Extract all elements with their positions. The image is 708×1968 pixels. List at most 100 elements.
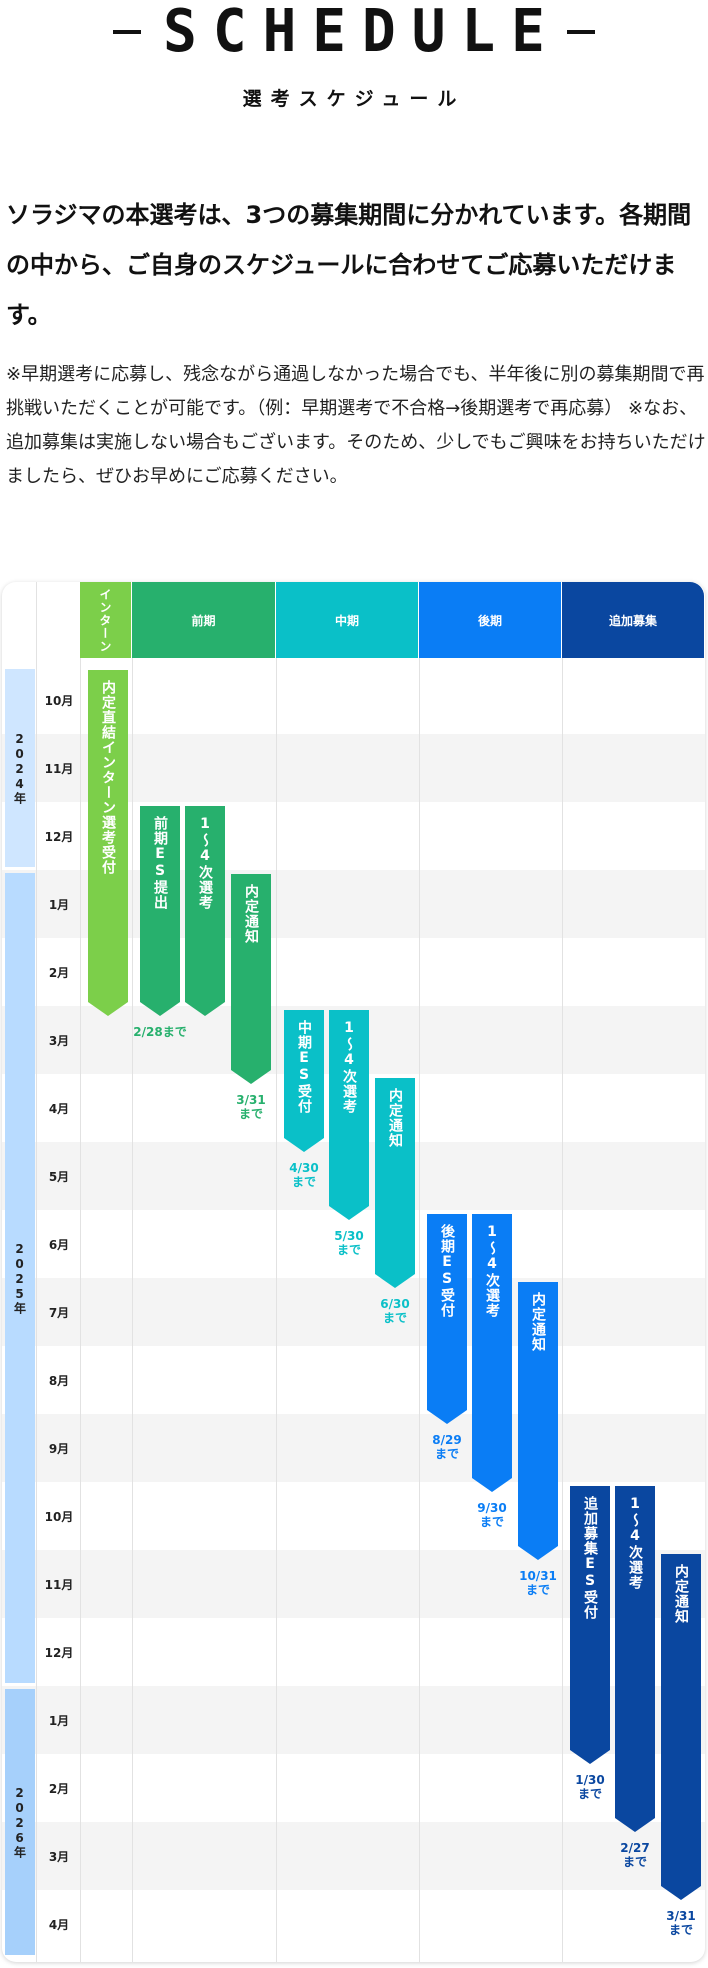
grid-row bbox=[2, 1346, 705, 1414]
month-label: 8月 bbox=[48, 1373, 70, 1388]
column-header-label: インターン bbox=[98, 587, 112, 653]
schedule-bar-body bbox=[231, 874, 271, 1070]
schedule-subtitle: 選考スケジュール bbox=[242, 88, 466, 110]
schedule-bar-label-text: 1〜4次選考 bbox=[627, 1496, 643, 1590]
grid-row bbox=[2, 1278, 705, 1346]
deadline-label: 4/30 まで bbox=[289, 1161, 319, 1189]
month-label: 3月 bbox=[48, 1033, 70, 1048]
schedule-bar: 内定通知 bbox=[661, 1554, 701, 1900]
schedule-bar-body bbox=[88, 670, 128, 1002]
month-label: 3月 bbox=[48, 1849, 70, 1864]
schedule-bar-body bbox=[661, 1554, 701, 1886]
month-label: 4月 bbox=[48, 1917, 70, 1932]
schedule-bar-label: 内定通知 bbox=[518, 1292, 558, 1352]
schedule-bar: 1〜4次選考 bbox=[185, 806, 225, 1016]
schedule-bar-label-text: 後期ES受付 bbox=[439, 1224, 455, 1318]
schedule-bar-label-text: 前期ES提出 bbox=[152, 816, 168, 910]
year-label: 2024年 bbox=[5, 669, 35, 867]
grid-separator bbox=[419, 582, 420, 1962]
schedule-bar-arrow bbox=[140, 1002, 180, 1016]
deadline-label: 2/28まで bbox=[133, 1025, 187, 1039]
grid-row bbox=[2, 1822, 705, 1890]
schedule-bar-label: 1〜4次選考 bbox=[472, 1224, 512, 1318]
schedule-bar-body bbox=[284, 1010, 324, 1138]
month-label: 2月 bbox=[48, 1781, 70, 1796]
month-label: 7月 bbox=[48, 1305, 70, 1320]
schedule-bar-arrow bbox=[88, 1002, 128, 1016]
grid-row bbox=[2, 1890, 705, 1958]
column-header: 追加募集 bbox=[562, 582, 704, 658]
schedule-bar-label: 後期ES受付 bbox=[427, 1224, 467, 1318]
schedule-bar-arrow bbox=[284, 1138, 324, 1152]
year-label: 2026年 bbox=[5, 1689, 35, 1955]
schedule-bar-arrow bbox=[427, 1410, 467, 1424]
left-dash bbox=[113, 30, 142, 34]
column-header-label: 後期 bbox=[477, 613, 502, 628]
schedule-bar: 内定通知 bbox=[375, 1078, 415, 1288]
deadline-label: 8/29 まで bbox=[432, 1433, 462, 1461]
month-label: 4月 bbox=[48, 1101, 70, 1116]
schedule-bar-label-text: 内定直結インターン選考受付 bbox=[100, 680, 116, 875]
schedule-bar: 1〜4次選考 bbox=[472, 1214, 512, 1492]
schedule-bar-body bbox=[329, 1010, 369, 1206]
month-label: 11月 bbox=[44, 761, 74, 776]
schedule-bar-label: 中期ES受付 bbox=[284, 1020, 324, 1114]
month-label: 6月 bbox=[48, 1237, 70, 1252]
schedule-bar: 追加募集ES受付 bbox=[570, 1486, 610, 1764]
schedule-bar-body bbox=[375, 1078, 415, 1274]
grid-separator bbox=[132, 582, 133, 1962]
schedule-bar-arrow bbox=[661, 1886, 701, 1900]
schedule-table: 2024年 2025年 2026年 10月 11月 12月 1月 2月 3月 4月 5月 6月 7月 8月… bbox=[2, 582, 705, 1962]
schedule-bar-label: 内定直結インターン選考受付 bbox=[88, 680, 128, 875]
year-label-text: 2024年 bbox=[12, 731, 27, 805]
column-header-label: 中期 bbox=[334, 613, 359, 628]
schedule-bar-label-text: 1〜4次選考 bbox=[197, 816, 213, 910]
deadline-label: 10/31 まで bbox=[519, 1569, 557, 1597]
schedule-bar-label: 内定通知 bbox=[231, 884, 271, 944]
deadline-label: 9/30 まで bbox=[477, 1501, 507, 1529]
month-label: 2月 bbox=[48, 965, 70, 980]
schedule-bar: 後期ES受付 bbox=[427, 1214, 467, 1424]
column-header: 中期 bbox=[276, 582, 418, 658]
month-label: 11月 bbox=[44, 1577, 74, 1592]
schedule-bar: 内定通知 bbox=[231, 874, 271, 1084]
schedule-bar-label: 前期ES提出 bbox=[140, 816, 180, 910]
schedule-bar-label-text: 内定通知 bbox=[243, 884, 259, 944]
deadline-label: 5/30 まで bbox=[334, 1229, 364, 1257]
column-header: 後期 bbox=[419, 582, 561, 658]
schedule-bar-arrow bbox=[185, 1002, 225, 1016]
schedule-bar-arrow bbox=[329, 1206, 369, 1220]
column-header-label: 追加募集 bbox=[608, 613, 657, 628]
month-label: 12月 bbox=[44, 829, 74, 844]
schedule-bar: 前期ES提出 bbox=[140, 806, 180, 1016]
schedule-bar-label-text: 内定通知 bbox=[530, 1292, 546, 1352]
schedule-bar-label: 内定通知 bbox=[375, 1088, 415, 1148]
deadline-label: 3/31 まで bbox=[236, 1093, 266, 1121]
schedule-title: SCHEDULE bbox=[163, 0, 561, 66]
schedule-bar: 内定通知 bbox=[518, 1282, 558, 1560]
schedule-bar-body bbox=[427, 1214, 467, 1410]
month-label: 12月 bbox=[44, 1645, 74, 1660]
grid-separator bbox=[276, 582, 277, 1962]
schedule-bar-label: 1〜4次選考 bbox=[185, 816, 225, 910]
month-label: 1月 bbox=[48, 897, 70, 912]
year-label-text: 2026年 bbox=[12, 1785, 27, 1859]
month-label: 1月 bbox=[48, 1713, 70, 1728]
schedule-bar-arrow bbox=[375, 1274, 415, 1288]
schedule-bar-body bbox=[472, 1214, 512, 1478]
schedule-bar-body bbox=[140, 806, 180, 1002]
month-label: 10月 bbox=[44, 693, 74, 708]
month-label: 9月 bbox=[48, 1441, 70, 1456]
column-header: インターン bbox=[80, 582, 131, 658]
deadline-label: 6/30 まで bbox=[380, 1297, 410, 1325]
grid-separator bbox=[80, 582, 81, 1962]
schedule-bar: 1〜4次選考 bbox=[329, 1010, 369, 1220]
intro-lead: ソラジマの本選考は、3つの募集期間に分かれています。各期間の中から、ご自身のスケ… bbox=[6, 201, 692, 329]
column-header: 前期 bbox=[132, 582, 275, 658]
schedule-bar-label-text: 1〜4次選考 bbox=[341, 1020, 357, 1114]
schedule-bar-label: 追加募集ES受付 bbox=[570, 1496, 610, 1620]
schedule-bar-arrow bbox=[570, 1750, 610, 1764]
schedule-heading: SCHEDULE bbox=[0, 0, 708, 64]
schedule-bar-label-text: 追加募集ES受付 bbox=[582, 1496, 598, 1620]
schedule-bar-label-text: 内定通知 bbox=[387, 1088, 403, 1148]
